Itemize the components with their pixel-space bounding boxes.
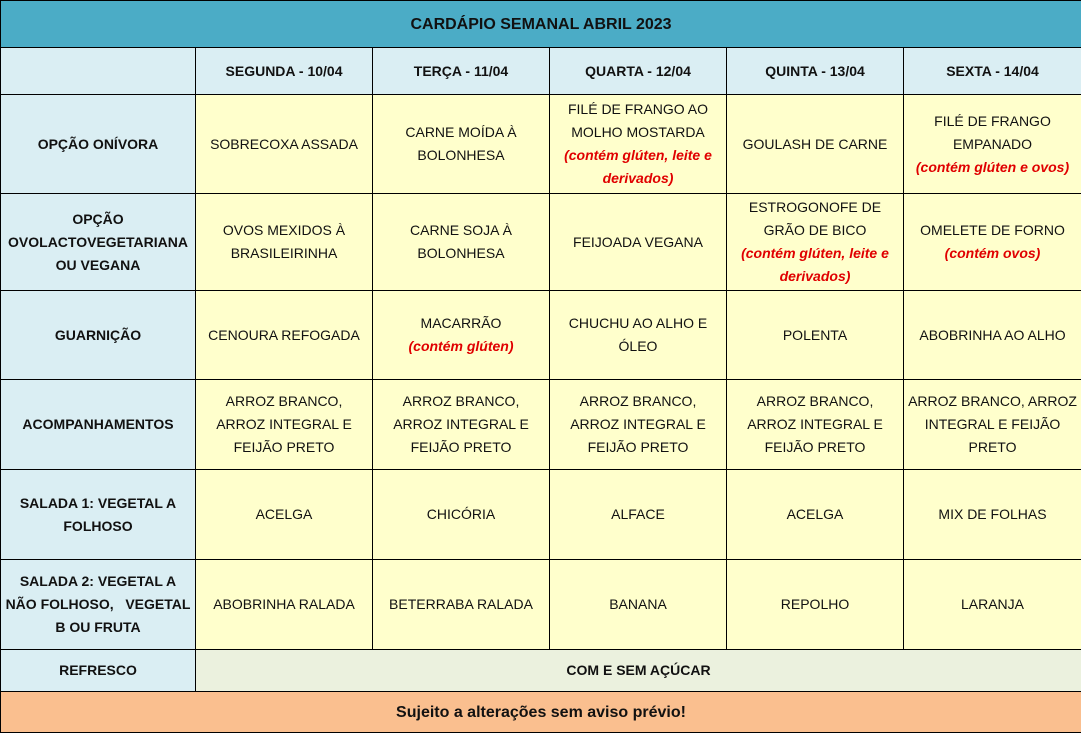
day-header: SEGUNDA - 10/04 [195, 47, 373, 95]
allergen-note: (contém glúten, leite e derivados) [564, 147, 712, 186]
day-header: TERÇA - 11/04 [372, 47, 550, 95]
menu-cell: ARROZ BRANCO, ARROZ INTEGRAL E FEIJÃO PR… [195, 379, 373, 470]
day-header: SEXTA - 14/04 [903, 47, 1081, 95]
menu-cell: ABOBRINHA RALADA [195, 559, 373, 650]
menu-row: SALADA 1: VEGETAL A FOLHOSO ACELGA CHICÓRI… [0, 469, 1081, 560]
menu-row: SALADA 2: VEGETAL A NÃO FOLHOSO, VEGETAL… [0, 559, 1081, 650]
menu-cell: OMELETE DE FORNO (contém ovos) [903, 193, 1081, 291]
dish-name: OMELETE DE FORNO [920, 222, 1065, 238]
dish-name: CHUCHU AO ALHO E ÓLEO [568, 315, 708, 354]
dish-name: ARROZ BRANCO, ARROZ INTEGRAL E FEIJÃO PR… [216, 393, 352, 455]
dish-name: FILÉ DE FRANGO EMPANADO [934, 112, 1051, 152]
corner-cell [0, 47, 196, 95]
menu-cell: CENOURA REFOGADA [195, 290, 373, 380]
menu-row: OPÇÃO ONÍVORA SOBRECOXA ASSADA CARNE MOÍDA… [0, 94, 1081, 194]
menu-cell: MIX DE FOLHAS [903, 469, 1081, 560]
menu-cell: ACELGA [726, 469, 904, 560]
row-label: GUARNIÇÃO [0, 290, 196, 380]
dish-name: REPOLHO [780, 596, 850, 612]
dish-name: ACELGA [786, 506, 844, 522]
dish-name: MIX DE FOLHAS [938, 506, 1047, 522]
dish-name: ARROZ BRANCO, ARROZ INTEGRAL E FEIJÃO PR… [747, 393, 883, 455]
menu-row: GUARNIÇÃO CENOURA REFOGADA MACARRÃO (contém… [0, 290, 1081, 380]
menu-cell: ARROZ BRANCO, ARROZ INTEGRAL E FEIJÃO PR… [549, 379, 727, 470]
dish-name: ARROZ BRANCO, ARROZ INTEGRAL E FEIJÃO PR… [393, 393, 529, 455]
dish-name: BANANA [609, 596, 667, 612]
menu-cell: BETERRABA RALADA [372, 559, 550, 650]
dish-name: CHICÓRIA [426, 506, 496, 522]
allergen-note: (contém ovos) [944, 245, 1041, 261]
menu-cell: FILÉ DE FRANGO EMPANADO (contém glúten e … [903, 94, 1081, 194]
dish-name: CENOURA REFOGADA [208, 326, 360, 343]
footer-notice: Sujeito a alterações sem aviso prévio! [0, 691, 1081, 733]
dish-name: GOULASH DE CARNE [742, 135, 888, 152]
menu-cell: REPOLHO [726, 559, 904, 650]
menu-row: ACOMPANHAMENTOS ARROZ BRANCO, ARROZ INTEG… [0, 379, 1081, 470]
dish-name: SOBRECOXA ASSADA [210, 135, 358, 152]
menu-cell: FILÉ DE FRANGO AO MOLHO MOSTARDA (contém … [549, 94, 727, 194]
menu-cell: ARROZ BRANCO, ARROZ INTEGRAL E FEIJÃO PR… [903, 379, 1081, 470]
menu-cell: OVOS MEXIDOS À BRASILEIRINHA [195, 193, 373, 291]
menu-row: OPÇÃO OVOLACTOVEGETARIANA OU VEGANA OVOS … [0, 193, 1081, 291]
menu-cell: BANANA [549, 559, 727, 650]
dish-name: CARNE MOÍDA À BOLONHESA [405, 124, 517, 163]
menu-cell: CARNE MOÍDA À BOLONHESA [372, 94, 550, 194]
menu-cell: FEIJOADA VEGANA [549, 193, 727, 291]
row-label: REFRESCO [0, 649, 196, 692]
row-label: SALADA 2: VEGETAL A NÃO FOLHOSO, VEGETAL… [0, 559, 196, 650]
dish-name: FILÉ DE FRANGO AO MOLHO MOSTARDA [567, 101, 709, 140]
refresco-value: COM E SEM AÇÚCAR [195, 649, 1081, 692]
dish-name: ESTROGONOFE DE GRÃO DE BICO [748, 199, 882, 238]
menu-cell: SOBRECOXA ASSADA [195, 94, 373, 194]
dish-name: LARANJA [960, 596, 1025, 612]
menu-cell: ABOBRINHA AO ALHO [903, 290, 1081, 380]
allergen-note: (contém glúten e ovos) [915, 158, 1070, 175]
menu-cell: CHUCHU AO ALHO E ÓLEO [549, 290, 727, 380]
dish-name: BETERRABA RALADA [389, 596, 533, 612]
dish-name: ABOBRINHA RALADA [213, 596, 355, 612]
dish-name: POLENTA [782, 326, 848, 343]
menu-cell: CARNE SOJA À BOLONHESA [372, 193, 550, 291]
dish-name: ABOBRINHA AO ALHO [919, 326, 1066, 343]
allergen-note: (contém glúten) [408, 338, 514, 354]
row-label: SALADA 1: VEGETAL A FOLHOSO [0, 469, 196, 560]
row-label: OPÇÃO ONÍVORA [0, 94, 196, 194]
dish-name: CARNE SOJA À BOLONHESA [410, 222, 512, 261]
allergen-note: (contém glúten, leite e derivados) [741, 245, 889, 284]
refresco-row: REFRESCO COM E SEM AÇÚCAR [0, 649, 1081, 692]
menu-cell: LARANJA [903, 559, 1081, 650]
menu-title: CARDÁPIO SEMANAL ABRIL 2023 [0, 0, 1081, 48]
dish-name: ALFACE [611, 506, 665, 522]
dish-name: OVOS MEXIDOS À BRASILEIRINHA [222, 222, 346, 261]
menu-cell: ARROZ BRANCO, ARROZ INTEGRAL E FEIJÃO PR… [726, 379, 904, 470]
day-header: QUINTA - 13/04 [726, 47, 904, 95]
menu-cell: MACARRÃO (contém glúten) [372, 290, 550, 380]
menu-cell: GOULASH DE CARNE [726, 94, 904, 194]
dish-name: FEIJOADA VEGANA [573, 233, 703, 250]
dish-name: ACELGA [255, 506, 313, 522]
menu-cell: ARROZ BRANCO, ARROZ INTEGRAL E FEIJÃO PR… [372, 379, 550, 470]
menu-cell: ACELGA [195, 469, 373, 560]
row-label: OPÇÃO OVOLACTOVEGETARIANA OU VEGANA [0, 193, 196, 291]
menu-cell: CHICÓRIA [372, 469, 550, 560]
menu-cell: POLENTA [726, 290, 904, 380]
menu-cell: ESTROGONOFE DE GRÃO DE BICO (contém glúte… [726, 193, 904, 291]
row-label: ACOMPANHAMENTOS [0, 379, 196, 470]
menu-cell: ALFACE [549, 469, 727, 560]
day-header: QUARTA - 12/04 [549, 47, 727, 95]
dish-name: ARROZ BRANCO, ARROZ INTEGRAL E FEIJÃO PR… [570, 393, 706, 455]
dish-name: ARROZ BRANCO, ARROZ INTEGRAL E FEIJÃO PR… [908, 393, 1077, 455]
dish-name: MACARRÃO [420, 315, 502, 331]
